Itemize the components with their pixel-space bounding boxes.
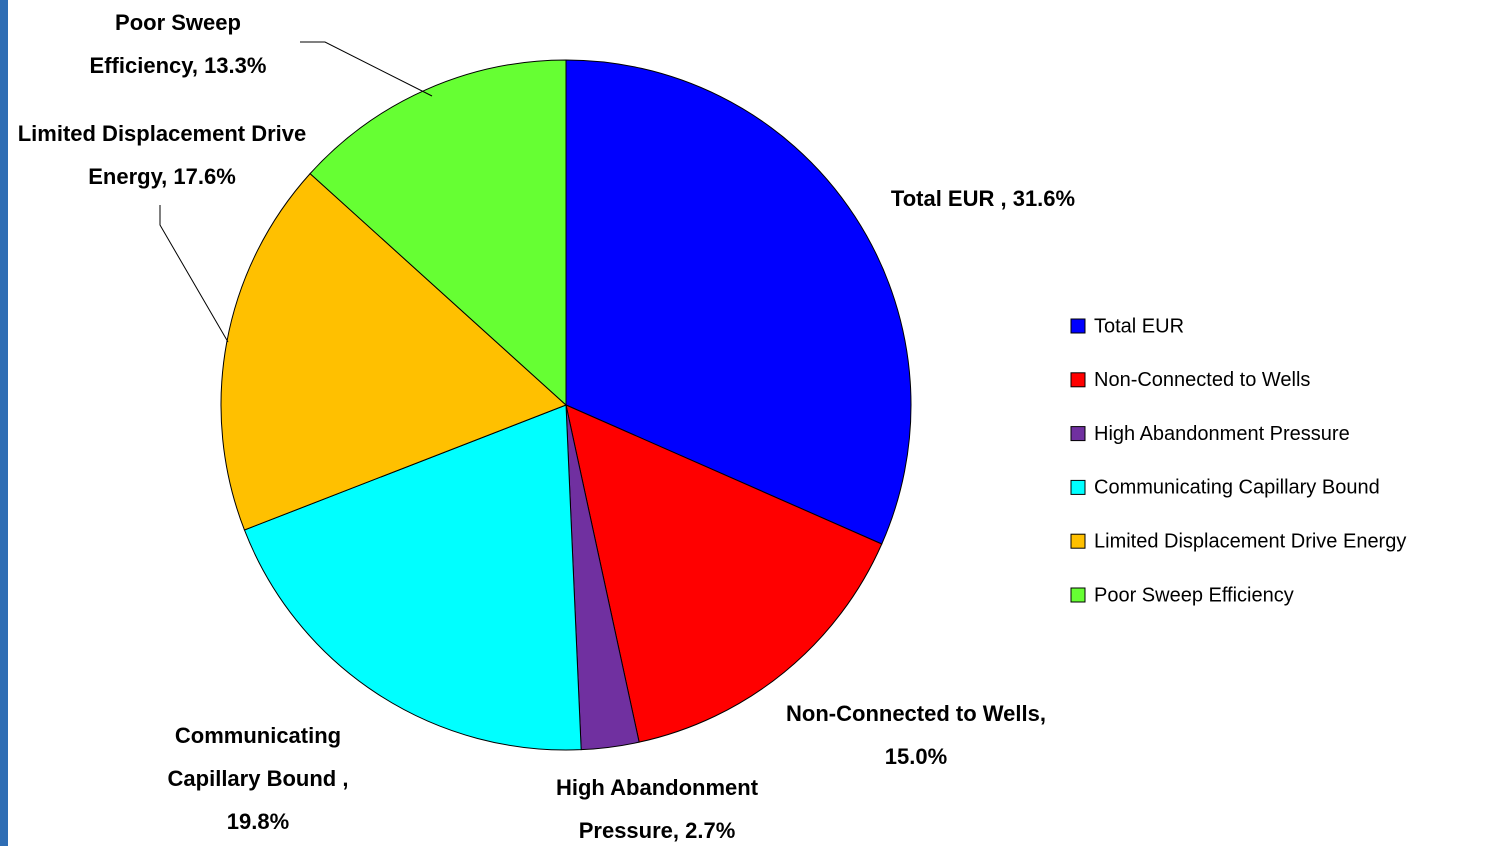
legend-label: Non-Connected to Wells bbox=[1094, 369, 1310, 391]
data-label: Poor Sweep Efficiency, 13.3% bbox=[89, 10, 267, 78]
legend-label: Poor Sweep Efficiency bbox=[1094, 584, 1294, 606]
slices bbox=[220, 59, 912, 751]
legend-swatch bbox=[1070, 318, 1086, 334]
legend-label: High Abandonment Pressure bbox=[1094, 423, 1350, 445]
legend-label: Communicating Capillary Bound bbox=[1094, 477, 1380, 499]
data-label: High Abandonment Pressure, 2.7% bbox=[555, 775, 759, 843]
leader-line bbox=[300, 41, 433, 97]
legend-swatch bbox=[1070, 372, 1086, 388]
data-label: Non-Connected to Wells, 15.0% bbox=[786, 701, 1046, 769]
legend-swatch bbox=[1070, 587, 1086, 603]
legend-label: Limited Displacement Drive Energy bbox=[1094, 530, 1406, 552]
leader-line bbox=[159, 205, 229, 343]
pie-slice bbox=[565, 404, 883, 743]
pie-slice bbox=[243, 404, 582, 751]
pie-slice bbox=[309, 59, 567, 407]
legend-swatch bbox=[1070, 479, 1086, 495]
data-label: Limited Displacement Drive Energy, 17.6% bbox=[17, 121, 307, 189]
pie-slice bbox=[565, 59, 912, 545]
data-label: Total EUR , 31.6% bbox=[890, 186, 1076, 211]
data-label: Communicating Capillary Bound , 19.8% bbox=[167, 723, 349, 834]
pie-slice bbox=[220, 172, 567, 531]
edge-strip bbox=[0, 0, 8, 846]
legend-swatch bbox=[1070, 426, 1086, 442]
legend-swatch bbox=[1070, 533, 1086, 549]
legend-label: Total EUR bbox=[1094, 315, 1184, 337]
legend: Total EUR Non-Connected to Wells High Aban… bbox=[1070, 315, 1406, 606]
